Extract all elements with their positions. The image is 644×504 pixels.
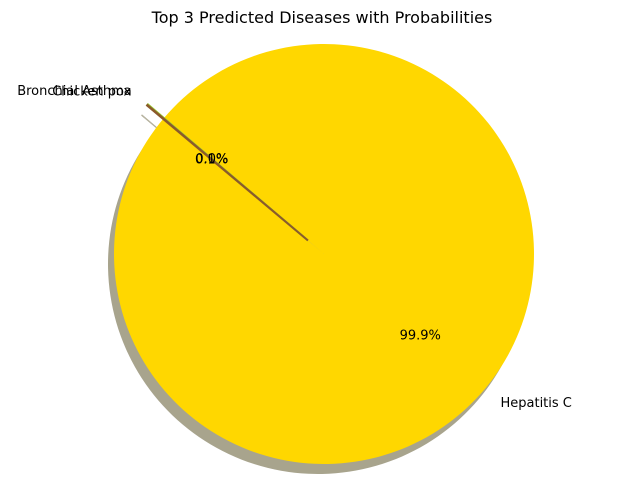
slice-label-bronchial-asthma: Bronchial Asthma bbox=[17, 84, 132, 99]
slice-percent-chicken-pox: 0.1% bbox=[195, 152, 228, 167]
slice-percent-hepatitis-c: 99.9% bbox=[400, 328, 441, 343]
slice-label-hepatitis-c: Hepatitis C bbox=[500, 396, 571, 411]
pie-slice-chicken-pox bbox=[145, 103, 309, 242]
pie-slice-hepatitis-c bbox=[113, 44, 534, 465]
pie-slices bbox=[113, 44, 534, 465]
pie-labels: Hepatitis C 99.9% Bronchial Asthma 0.0% Chic… bbox=[17, 84, 572, 411]
chart-title: Top 3 Predicted Diseases with Probabilit… bbox=[151, 8, 493, 27]
slice-label-chicken-pox: Chicken pox bbox=[52, 85, 131, 100]
slice-percent-bronchial-asthma: 0.0% bbox=[195, 152, 228, 167]
